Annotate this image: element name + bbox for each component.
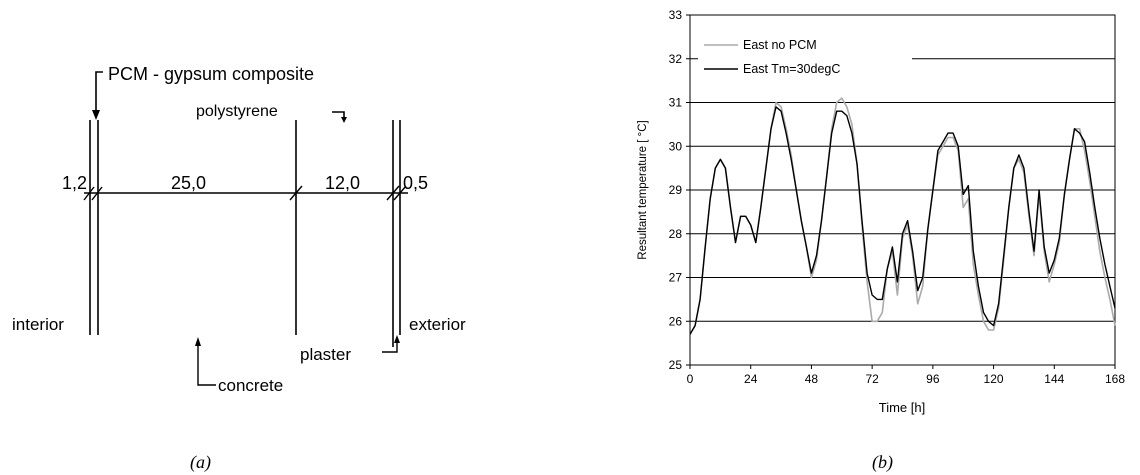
plaster-leader-line — [382, 341, 398, 353]
interior-label: interior — [12, 315, 64, 334]
x-tick-label: 120 — [984, 372, 1004, 386]
x-tick-label: 48 — [805, 372, 819, 386]
x-tick-label: 0 — [687, 372, 694, 386]
y-tick-label: 28 — [669, 227, 683, 241]
dimension-label-plaster: 0,5 — [403, 173, 428, 193]
x-tick-label: 96 — [926, 372, 940, 386]
legend-box — [698, 32, 912, 82]
y-tick-label: 30 — [669, 139, 683, 153]
dimension-tick — [91, 186, 103, 201]
plaster-label: plaster — [300, 345, 351, 364]
y-tick-label: 29 — [669, 183, 683, 197]
dimension-label-concrete: 25,0 — [171, 173, 206, 193]
y-tick-label: 32 — [669, 52, 683, 66]
x-tick-label: 168 — [1105, 372, 1125, 386]
dimension-tick — [393, 185, 407, 201]
concrete-arrow-icon — [195, 337, 201, 346]
dimension-label-polystyrene: 12,0 — [325, 173, 360, 193]
polystyrene-label: polystyrene — [196, 103, 278, 120]
polystyrene-arrow-icon — [341, 117, 347, 123]
dimension-tick — [386, 185, 400, 201]
temperature-chart: 25 26 27 28 29 30 31 32 33 0 24 48 72 96 120 144 168 Eas… — [637, 8, 1125, 473]
dimension-label-pcm: 1,2 — [62, 173, 87, 193]
legend-label-no-pcm: East no PCM — [743, 38, 817, 52]
caption-b: (b) — [872, 452, 893, 473]
dimension-tick — [83, 186, 95, 201]
concrete-label: concrete — [218, 376, 283, 395]
y-tick-label: 27 — [669, 271, 683, 285]
x-axis-label: Time [h] — [879, 400, 925, 415]
dimension-tick — [289, 185, 303, 201]
plaster-arrow-icon — [394, 335, 400, 343]
pcm-leader-line — [95, 71, 103, 112]
y-tick-label: 31 — [669, 96, 683, 110]
y-tick-label: 26 — [669, 314, 683, 328]
y-tick-label: 25 — [669, 358, 683, 372]
series-line-east-no-pcm — [689, 97, 1116, 335]
polystyrene-leader-line — [332, 111, 345, 117]
pcm-label: PCM - gypsum composite — [108, 64, 314, 84]
x-tick-label: 144 — [1044, 372, 1064, 386]
exterior-label: exterior — [409, 315, 466, 334]
x-tick-label: 24 — [744, 372, 758, 386]
caption-a: (a) — [190, 452, 211, 473]
series-line-east-tm30 — [689, 106, 1116, 335]
pcm-arrow-icon — [92, 110, 100, 120]
y-tick-label: 33 — [669, 8, 683, 22]
concrete-leader-line — [197, 345, 216, 386]
wall-diagram: PCM - gypsum composite polystyrene 1,2 2… — [12, 64, 466, 473]
legend-label-tm30: East Tm=30degC — [743, 62, 840, 76]
y-axis-label: Resultant temperature [ °C] — [637, 120, 649, 259]
x-tick-label: 72 — [865, 372, 879, 386]
